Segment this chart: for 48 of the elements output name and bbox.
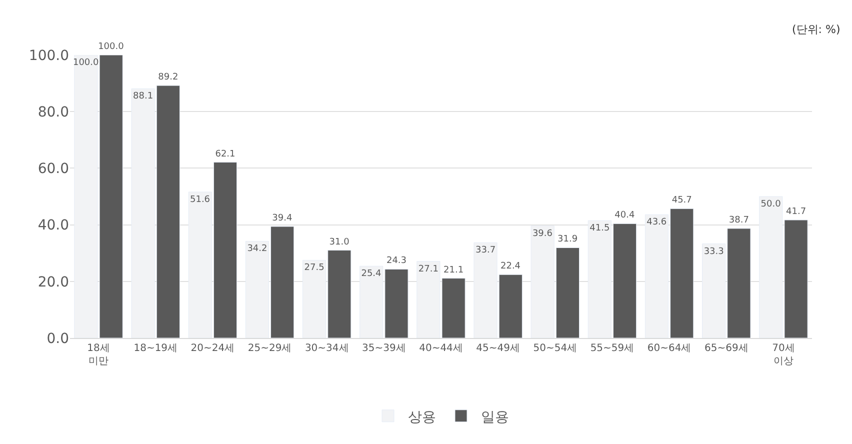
- data-label: 24.3: [386, 256, 407, 266]
- y-tick-label: 0.0: [46, 330, 69, 347]
- data-label: 31.0: [329, 237, 350, 248]
- data-label: 27.1: [418, 264, 438, 274]
- legend-label: 상용: [408, 409, 436, 426]
- data-label: 31.9: [558, 234, 578, 245]
- x-tick-label: 70세 이상: [772, 343, 795, 367]
- x-tick-label: 25~29세: [248, 343, 292, 354]
- data-label: 25.4: [361, 269, 382, 280]
- x-tick-label: 45~49세: [476, 343, 520, 354]
- data-label: 41.5: [590, 224, 610, 234]
- x-tick-label: 18~19세: [134, 343, 178, 354]
- data-label: 100.0: [72, 58, 99, 68]
- x-tick-label: 20~24세: [190, 343, 235, 354]
- y-tick-label: 80.0: [38, 104, 69, 120]
- data-label: 22.4: [500, 262, 521, 272]
- x-tick-label: 40~44세: [419, 343, 463, 354]
- data-label: 45.7: [672, 196, 692, 206]
- data-label: 40.4: [614, 210, 635, 221]
- data-label: 43.6: [646, 218, 667, 228]
- data-label: 27.5: [304, 263, 324, 274]
- data-label: 51.6: [190, 194, 210, 205]
- legend-label: 일용: [481, 409, 509, 426]
- y-tick-label: 40.0: [38, 218, 69, 234]
- x-tick-label: 60~64세: [647, 343, 692, 354]
- data-label: 39.6: [532, 228, 553, 239]
- x-tick-label: 35~39세: [362, 343, 406, 354]
- data-label: 34.2: [247, 244, 268, 254]
- data-label: 21.1: [444, 265, 464, 276]
- data-label: 41.7: [786, 206, 806, 217]
- x-tick-label: 50~54세: [533, 343, 578, 354]
- data-label: 50.0: [760, 200, 782, 210]
- data-label: 88.1: [133, 92, 154, 102]
- data-label: 38.7: [728, 215, 749, 226]
- y-tick-label: 100.0: [28, 48, 69, 64]
- data-label: 33.3: [704, 246, 724, 257]
- x-tick-label: 30~34세: [304, 343, 349, 354]
- data-label: 39.4: [272, 214, 292, 224]
- x-tick-label: 65~69세: [704, 343, 748, 354]
- data-label: 100.0: [98, 42, 124, 52]
- x-tick-label: 55~59세: [590, 343, 634, 354]
- y-tick-label: 20.0: [38, 274, 69, 290]
- x-tick-label: 18세 미만: [87, 343, 110, 367]
- data-label: 89.2: [158, 72, 178, 83]
- data-label: 33.7: [475, 246, 496, 256]
- data-label: 62.1: [215, 149, 236, 160]
- y-tick-label: 60.0: [38, 161, 69, 178]
- text: (단위: %): [792, 23, 840, 36]
